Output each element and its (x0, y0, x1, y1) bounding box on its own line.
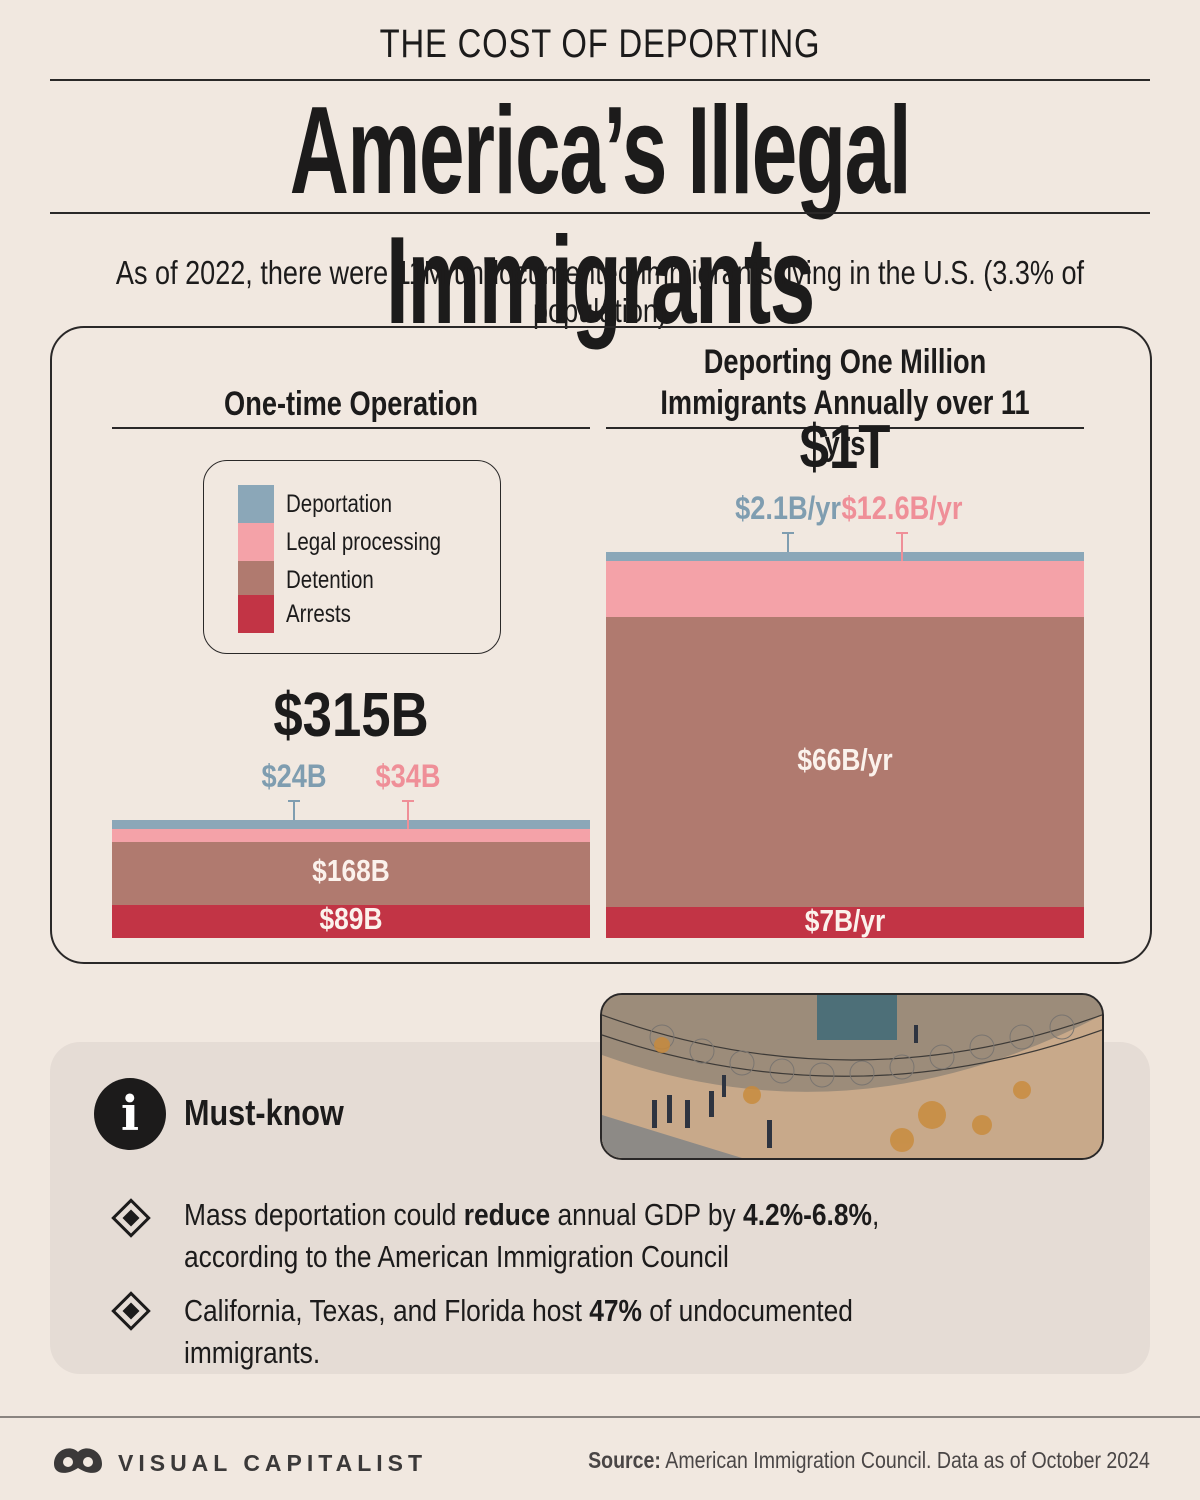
bar-one-time-operation: $89B $168B (112, 560, 590, 938)
chart-left-title: One-time Operation (224, 385, 478, 423)
total-annual: $1T (799, 413, 891, 483)
bar-segment-legal-processing (112, 828, 590, 842)
main-title: America’s Illegal Immigrants (289, 82, 912, 350)
callout-cap (402, 799, 415, 802)
callout-leader-deportation (292, 799, 295, 820)
callout-label-deportation: $2.1B/yr (734, 490, 841, 527)
legend-swatch-legal-processing (238, 523, 274, 561)
title-top-rule (50, 79, 1150, 81)
chart-left-title-rule (112, 427, 590, 429)
callout-leader-deportation (786, 532, 789, 553)
chart-panel (50, 326, 1152, 964)
legend-label: Legal processing (286, 527, 441, 556)
total-one-time: $315B (273, 680, 429, 750)
callout-cap (896, 532, 909, 535)
chart-right-title: Deporting One Million Immigrants Annuall… (660, 343, 1030, 463)
footer-rule (0, 1416, 1200, 1418)
visual-capitalist-logo-icon (52, 1442, 104, 1478)
bar-segment-legal-processing (606, 561, 1084, 617)
kicker-title: THE COST OF DEPORTING (379, 22, 821, 66)
legend-swatch-arrests (238, 595, 274, 633)
legend-item-deportation: Deportation (238, 485, 415, 523)
legend-label: Detention (286, 565, 374, 594)
bar-segment-deportation (606, 552, 1084, 562)
bullet-text-gdp: Mass deportation could reduce annual GDP… (184, 1197, 880, 1274)
data-label-detention: $66B/yr (797, 741, 893, 777)
title-bottom-rule (50, 212, 1150, 214)
must-know-title: Must-know (184, 1092, 344, 1133)
data-label-arrests: $89B (319, 901, 383, 937)
legend-item-arrests: Arrests (238, 595, 365, 633)
bar-annual-deportation: $7B/yr $66B/yr (606, 552, 1084, 938)
legend-item-legal-processing: Legal processing (238, 523, 475, 561)
border-fence-illustration (602, 995, 1102, 1158)
legend-swatch-detention (238, 561, 274, 599)
legend-label: Arrests (286, 599, 351, 628)
legend-swatch-deportation (238, 485, 274, 523)
legend-label: Deportation (286, 489, 392, 518)
source-note: Source: American Immigration Council. Da… (588, 1447, 1150, 1473)
callout-label-legal-processing: $12.6B/yr (841, 490, 963, 527)
callout-cap (287, 799, 300, 802)
legend-item-detention: Detention (238, 561, 393, 599)
bar-segment-arrests: $89B (112, 901, 590, 938)
subtitle: As of 2022, there were 11M undocumented … (115, 254, 1085, 329)
brand-name: VISUAL CAPITALIST (118, 1450, 428, 1476)
callout-leader-legal-processing (407, 799, 410, 829)
info-icon: i (94, 1078, 166, 1150)
callout-label-deportation: $24B (261, 757, 327, 794)
bar-segment-deportation (112, 819, 590, 829)
callout-leader-legal-processing (901, 532, 904, 562)
data-label-detention: $168B (312, 853, 390, 889)
callout-cap (781, 532, 794, 535)
bar-segment-arrests: $7B/yr (606, 903, 1084, 938)
border-fence-photo (600, 993, 1104, 1160)
callout-label-legal-processing: $34B (375, 757, 441, 794)
bar-segment-detention: $168B (112, 841, 590, 905)
data-label-arrests: $7B/yr (804, 902, 886, 938)
chart-right-title-rule (606, 427, 1084, 429)
bullet-text-states: California, Texas, and Florida host 47% … (184, 1293, 853, 1370)
bar-segment-detention: $66B/yr (606, 616, 1084, 908)
legend: Deportation Legal processing Detention A… (203, 460, 501, 654)
